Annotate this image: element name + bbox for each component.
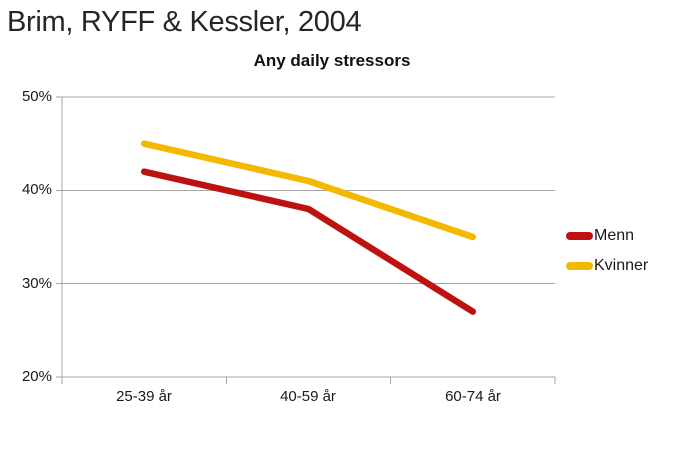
x-axis-category-label: 40-59 år — [280, 388, 336, 405]
y-axis-tick-label: 50% — [21, 88, 52, 105]
chart-title: Any daily stressors — [253, 51, 411, 70]
series-line-kvinner — [140, 140, 477, 241]
series-line-menn — [140, 168, 477, 315]
y-axis-tick-label: 40% — [21, 181, 52, 198]
legend-marker-menn — [566, 231, 593, 240]
legend-marker-kvinner — [566, 261, 593, 270]
x-axis-category-label: 25-39 år — [116, 388, 172, 405]
x-axis-category-label: 60-74 år — [445, 388, 501, 405]
legend: Menn Kvinner — [566, 225, 648, 276]
y-axis-tick-label: 30% — [21, 275, 52, 292]
legend-label-kvinner: Kvinner — [594, 256, 649, 274]
legend-label-menn: Menn — [594, 226, 635, 244]
y-axis-tick-label: 20% — [21, 368, 52, 385]
page-title: Brim, RYFF & Kessler, 2004 — [7, 6, 362, 38]
legend-item-kvinner: Kvinner — [566, 255, 648, 276]
legend-item-menn: Menn — [566, 225, 648, 246]
